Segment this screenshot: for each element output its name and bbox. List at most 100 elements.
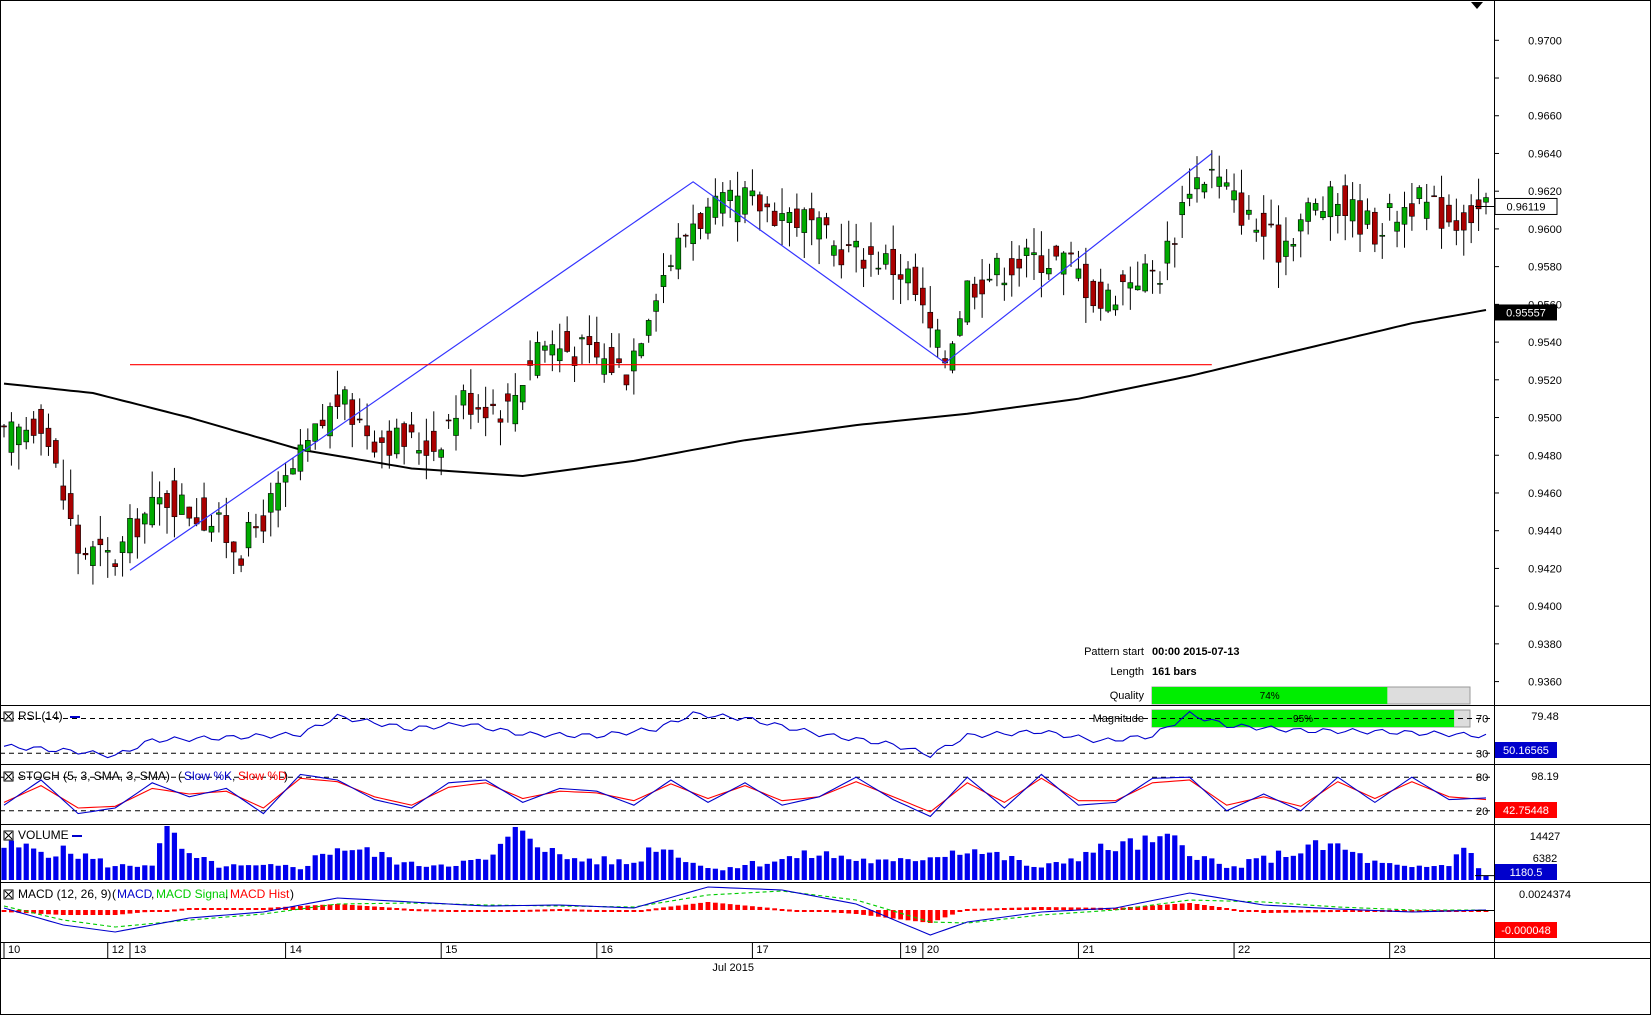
macd-hist-bar xyxy=(624,910,629,912)
candle-up xyxy=(1379,234,1386,237)
macd-hist-bar xyxy=(1209,906,1215,910)
candle-up xyxy=(1031,252,1037,256)
volume-bar xyxy=(749,860,756,880)
macd-hist-bar xyxy=(490,910,496,912)
macd-hist-bar xyxy=(661,907,666,910)
macd-hist-bar xyxy=(349,905,355,910)
candle-up xyxy=(312,423,319,442)
macd-hist-bar xyxy=(994,908,1000,911)
macd-hist-bar xyxy=(127,910,133,914)
volume-bar xyxy=(483,859,489,880)
macd-hist-bar xyxy=(1194,904,1200,910)
volume-bar xyxy=(890,861,896,880)
macd-hist-bar xyxy=(68,910,74,915)
volume-bar xyxy=(779,859,785,880)
volume-bar xyxy=(860,858,867,880)
volume-bar xyxy=(179,848,185,880)
candle-down xyxy=(238,558,244,566)
volume-bar xyxy=(490,854,496,880)
macd-legend-paren-close: ) xyxy=(290,887,294,901)
volume-bar xyxy=(1031,866,1037,880)
candle-up xyxy=(1312,203,1319,211)
candle-up xyxy=(1201,183,1208,193)
volume-bar xyxy=(127,865,133,880)
candle-down xyxy=(564,331,570,352)
quality-label: Quality xyxy=(1110,690,1145,702)
macd-hist-bar xyxy=(453,910,459,912)
candle-up xyxy=(1194,177,1200,190)
candle-down xyxy=(623,374,630,386)
volume-bar xyxy=(1112,851,1119,880)
volume-bar xyxy=(712,868,718,880)
candle-up xyxy=(127,518,133,554)
volume-bar xyxy=(1127,838,1133,880)
volume-bar xyxy=(1379,862,1385,880)
macd-hist-bar xyxy=(461,910,466,912)
price-tick-label: 0.9360 xyxy=(1528,677,1562,689)
candle-down xyxy=(608,347,615,373)
candle-up xyxy=(104,550,111,553)
volume-bar xyxy=(468,860,474,880)
volume-bar xyxy=(1216,863,1222,880)
macd-hist-bar xyxy=(520,910,526,912)
macd-hist-bar xyxy=(149,910,155,912)
candle-down xyxy=(505,393,511,402)
volume-bar xyxy=(831,858,837,880)
candle-up xyxy=(149,496,155,526)
macd-hist-bar xyxy=(90,910,96,915)
candle-down xyxy=(223,515,230,543)
candle-down xyxy=(497,418,504,423)
candle-down xyxy=(845,244,852,246)
volume-bar xyxy=(53,856,59,880)
stoch-legend-k: Slow %K xyxy=(184,769,232,783)
volume-bar xyxy=(601,856,607,880)
price-tick-label: 0.9620 xyxy=(1528,186,1562,198)
macd-hist-bar xyxy=(668,906,674,910)
volume-bar xyxy=(1224,867,1230,880)
candle-down xyxy=(201,497,207,531)
candle-down xyxy=(1453,220,1460,231)
macd-hist-bar xyxy=(935,910,941,921)
price-tick-label: 0.9540 xyxy=(1528,337,1562,349)
macd-hist-bar xyxy=(1416,910,1422,912)
macd-hist-bar xyxy=(1113,908,1118,910)
candle-down xyxy=(364,425,370,437)
time-tick-label: 16 xyxy=(601,944,613,956)
candle-up xyxy=(327,406,333,437)
macd-hist-bar xyxy=(1216,907,1222,910)
close-x-icon xyxy=(4,772,13,781)
volume-bar xyxy=(68,853,74,880)
macd-panel: 0.0024374 MACD (12, 26, 9)(MACD, MACD Sign… xyxy=(1,886,1571,938)
volume-bar xyxy=(727,867,733,880)
macd-line xyxy=(3,886,1487,936)
candle-up xyxy=(1416,187,1423,199)
volume-bar xyxy=(216,867,222,880)
volume-bar xyxy=(297,869,303,880)
candle-down xyxy=(82,553,89,556)
candle-up xyxy=(690,223,696,245)
macd-signal-line xyxy=(3,890,1486,928)
macd-hist-bar xyxy=(846,910,852,914)
macd-hist-bar xyxy=(942,910,948,918)
macd-hist-bar xyxy=(779,909,785,911)
volume-bar xyxy=(438,864,444,880)
candle-up xyxy=(653,300,659,312)
macd-hist-bar xyxy=(260,908,266,910)
candle-down xyxy=(1475,199,1482,210)
volume-bar xyxy=(408,861,415,880)
candle-up xyxy=(393,427,400,455)
volume-bar xyxy=(875,859,881,880)
candle-down xyxy=(571,356,578,366)
candle-up xyxy=(156,497,163,505)
candle-down xyxy=(1468,205,1474,224)
volume-bar xyxy=(579,861,585,880)
volume-bar xyxy=(557,854,563,880)
volume-bar xyxy=(571,858,578,880)
macd-hist-bar xyxy=(97,910,103,915)
rsi-level-30: 30 xyxy=(1476,748,1488,760)
rsi-current-value: 50.16565 xyxy=(1503,745,1549,757)
candle-down xyxy=(1171,243,1178,245)
candle-up xyxy=(1127,282,1134,289)
volume-bar xyxy=(1357,853,1363,880)
